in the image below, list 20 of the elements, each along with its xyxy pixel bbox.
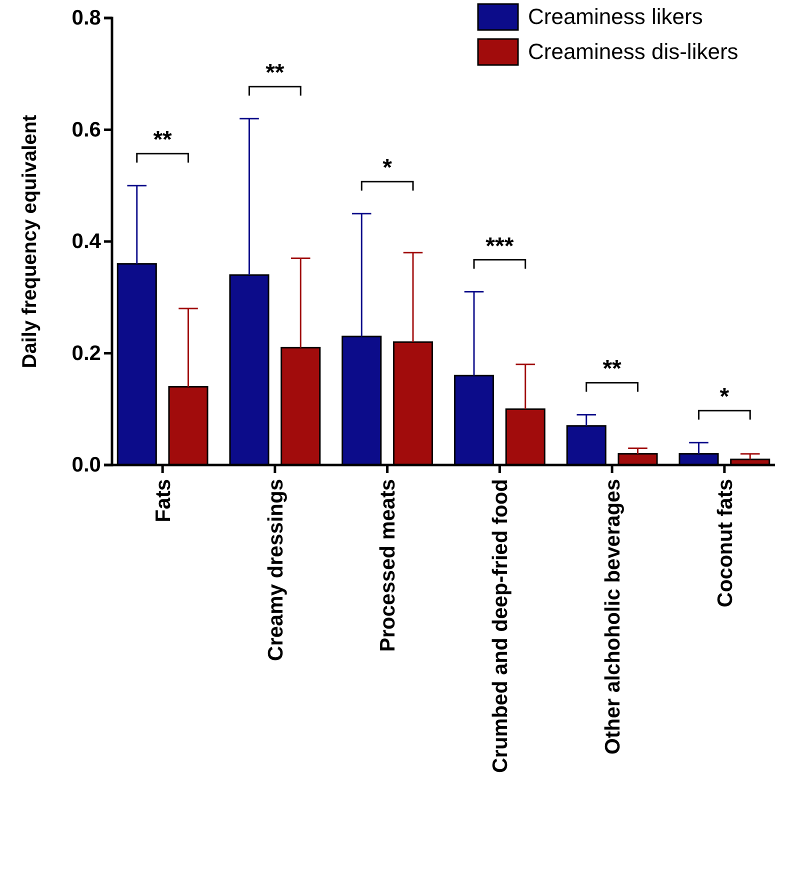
legend-label: Creaminess likers [528, 4, 703, 29]
y-tick-label: 0.0 [72, 454, 101, 477]
x-tick-label: Creamy dressings [264, 479, 288, 662]
y-tick-label: 0.2 [72, 342, 101, 365]
y-tick-label: 0.6 [72, 118, 101, 142]
annotation: ** [153, 126, 173, 154]
x-tick-label: Processed meats [376, 479, 400, 652]
x-tick-label: Coconut fats [714, 479, 737, 608]
x-tick-label: Other alchoholic beverages [601, 479, 624, 754]
y-axis-title: Daily frequency equivalent [19, 114, 41, 368]
legend-label: Creaminess dis-likers [528, 39, 738, 64]
x-tick-label: Fats [152, 479, 175, 522]
annotation: ** [602, 356, 622, 383]
y-tick-label: 0.8 [72, 6, 102, 30]
annotation: * [720, 384, 730, 411]
annotation: *** [486, 232, 514, 260]
x-tick-label: Crumbed and deep-fried food [489, 479, 512, 773]
y-tick-label: 0.4 [72, 230, 102, 254]
annotation: ** [266, 60, 285, 87]
annotation: * [382, 154, 393, 182]
